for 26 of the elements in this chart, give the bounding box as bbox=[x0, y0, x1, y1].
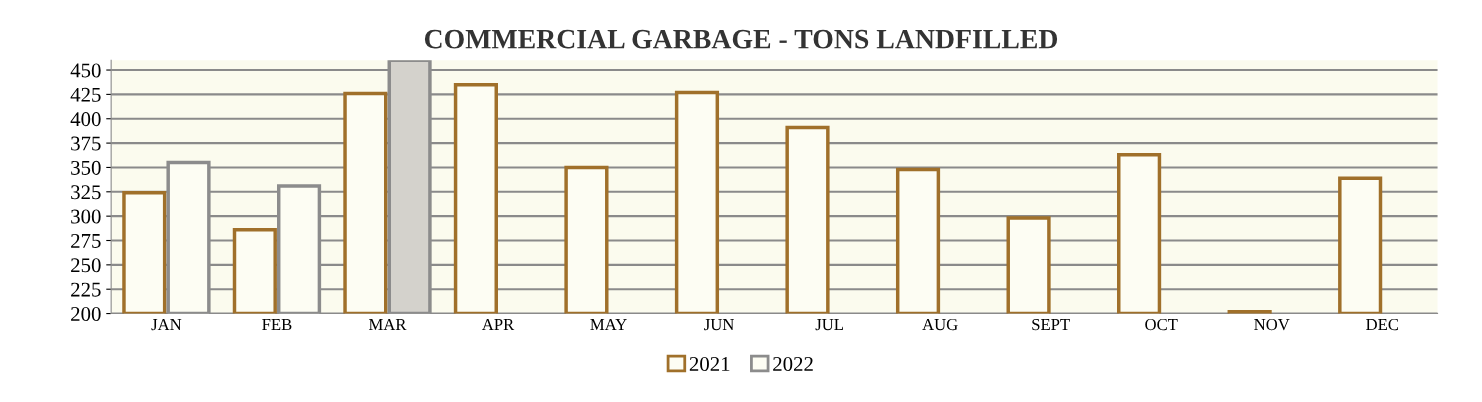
x-tick-label: FEB bbox=[262, 319, 292, 331]
y-tick-label: 225 bbox=[71, 282, 101, 297]
legend-label: 2022 bbox=[773, 356, 813, 371]
y-tick-label: 450 bbox=[70, 63, 101, 78]
y-tick-label: 350 bbox=[71, 160, 101, 175]
legend-label: 2021 bbox=[689, 356, 730, 371]
y-tick-label: 400 bbox=[70, 112, 101, 127]
x-tick-label: JUL bbox=[815, 319, 843, 331]
x-tick-label: MAY bbox=[590, 318, 627, 330]
x-tick-label: AUG bbox=[922, 318, 958, 331]
x-tick-label: OCT bbox=[1145, 318, 1178, 331]
y-tick-label: 250 bbox=[71, 258, 101, 273]
x-tick-label: DEC bbox=[1366, 318, 1399, 331]
y-tick-label: 200 bbox=[71, 306, 101, 321]
x-tick-label: APR bbox=[481, 318, 515, 330]
x-tick-label: NOV bbox=[1254, 318, 1290, 331]
x-tick-label: JAN bbox=[151, 318, 182, 331]
y-tick-label: 300 bbox=[71, 209, 101, 224]
y-tick-label: 375 bbox=[71, 136, 101, 151]
x-tick-label: SEPT bbox=[1032, 318, 1070, 331]
chart-title: COMMERCIAL GARBAGE - TONS LANDFILLED bbox=[424, 29, 1058, 49]
x-tick-label: MAR bbox=[368, 318, 407, 330]
y-tick-label: 425 bbox=[70, 87, 101, 102]
y-tick-label: 325 bbox=[71, 185, 101, 200]
y-tick-label: 275 bbox=[71, 233, 101, 248]
x-tick-label: JUN bbox=[704, 319, 734, 331]
